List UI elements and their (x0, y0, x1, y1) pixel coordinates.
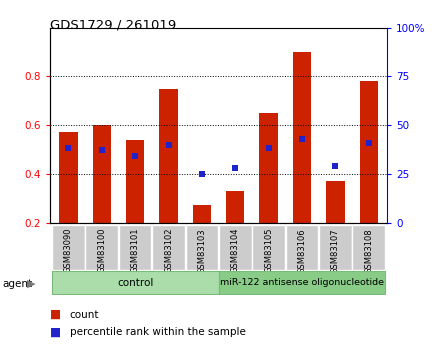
Bar (192, 206, 210, 223)
FancyBboxPatch shape (152, 225, 184, 270)
Text: GSM83107: GSM83107 (330, 228, 339, 274)
Text: agent: agent (2, 279, 32, 288)
FancyBboxPatch shape (352, 225, 384, 270)
Text: GSM83090: GSM83090 (64, 228, 73, 274)
Bar (159, 89, 178, 223)
FancyBboxPatch shape (185, 225, 218, 270)
FancyBboxPatch shape (318, 225, 351, 270)
FancyBboxPatch shape (85, 225, 118, 270)
FancyBboxPatch shape (218, 270, 385, 295)
Bar (59, 132, 77, 223)
Text: GSM83105: GSM83105 (263, 228, 273, 274)
Text: GDS1729 / 261019: GDS1729 / 261019 (50, 19, 176, 32)
FancyBboxPatch shape (252, 225, 284, 270)
Bar (359, 81, 377, 223)
Text: ▶: ▶ (27, 279, 36, 288)
Text: ■: ■ (50, 308, 61, 321)
Text: GSM83101: GSM83101 (130, 228, 139, 274)
Text: GSM83104: GSM83104 (230, 228, 239, 274)
Text: control: control (117, 278, 153, 287)
FancyBboxPatch shape (285, 225, 318, 270)
Bar (226, 191, 244, 223)
FancyBboxPatch shape (218, 225, 251, 270)
Text: percentile rank within the sample: percentile rank within the sample (69, 327, 245, 337)
Bar (292, 52, 310, 223)
Text: ■: ■ (50, 325, 61, 338)
Text: GSM83103: GSM83103 (197, 228, 206, 274)
Text: count: count (69, 310, 99, 319)
Text: miR-122 antisense oligonucleotide: miR-122 antisense oligonucleotide (220, 278, 383, 287)
FancyBboxPatch shape (52, 225, 85, 270)
Bar (326, 181, 344, 223)
Bar (92, 125, 111, 223)
Text: GSM83106: GSM83106 (297, 228, 306, 274)
FancyBboxPatch shape (52, 270, 218, 295)
Text: GSM83100: GSM83100 (97, 228, 106, 274)
Bar (259, 113, 277, 223)
Text: GSM83108: GSM83108 (363, 228, 372, 274)
Text: GSM83102: GSM83102 (164, 228, 173, 274)
Bar (126, 140, 144, 223)
FancyBboxPatch shape (118, 225, 151, 270)
